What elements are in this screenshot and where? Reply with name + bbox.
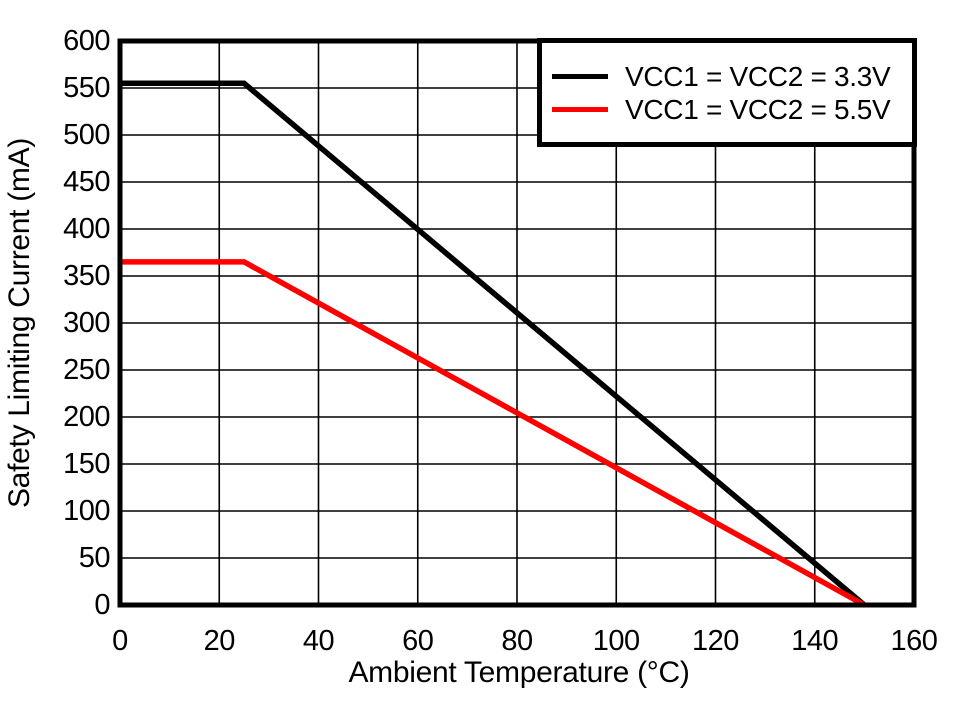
x-tick-label: 0 [112,625,128,657]
legend-label: VCC1 = VCC2 = 3.3V [625,60,891,92]
x-axis-title: Ambient Temperature (°C) [348,656,690,689]
y-tick-label: 100 [63,495,110,527]
legend-row-0: VCC1 = VCC2 = 3.3V [552,60,912,93]
x-tick-label: 80 [501,625,533,657]
x-tick-label: 120 [692,625,739,657]
data-series [120,80,867,608]
y-tick-label: 250 [63,354,110,386]
x-tick-label: 160 [890,625,938,657]
y-tick-label: 200 [63,401,110,433]
legend-row-1: VCC1 = VCC2 = 5.5V [552,93,912,126]
x-tick-label: 40 [302,625,335,657]
series-line-0 [120,80,867,608]
plot-border [117,38,917,608]
x-tick-label: 20 [203,625,236,657]
y-axis-title: Safety Limiting Current (mA) [3,137,36,509]
legend: VCC1 = VCC2 = 3.3V VCC1 = VCC2 = 5.5V [537,38,917,147]
y-tick-label: 50 [78,542,111,574]
y-tick-label: 0 [94,589,110,621]
y-tick-label: 350 [63,260,110,292]
y-tick-label: 150 [63,448,110,480]
legend-line-swatch [552,74,608,79]
y-tick-label: 550 [63,72,110,104]
y-tick-label: 300 [63,307,110,339]
y-tick-label: 450 [63,166,110,198]
x-tick-label: 60 [402,625,434,657]
y-tick-label: 500 [63,119,110,151]
series-line-1 [120,259,866,608]
y-tick-label: 600 [63,25,110,57]
legend-line-swatch [552,107,608,112]
y-tick-label: 400 [63,213,110,245]
x-tick-label: 140 [791,625,839,657]
legend-label: VCC1 = VCC2 = 5.5V [625,93,891,125]
x-tick-label: 100 [592,625,640,657]
